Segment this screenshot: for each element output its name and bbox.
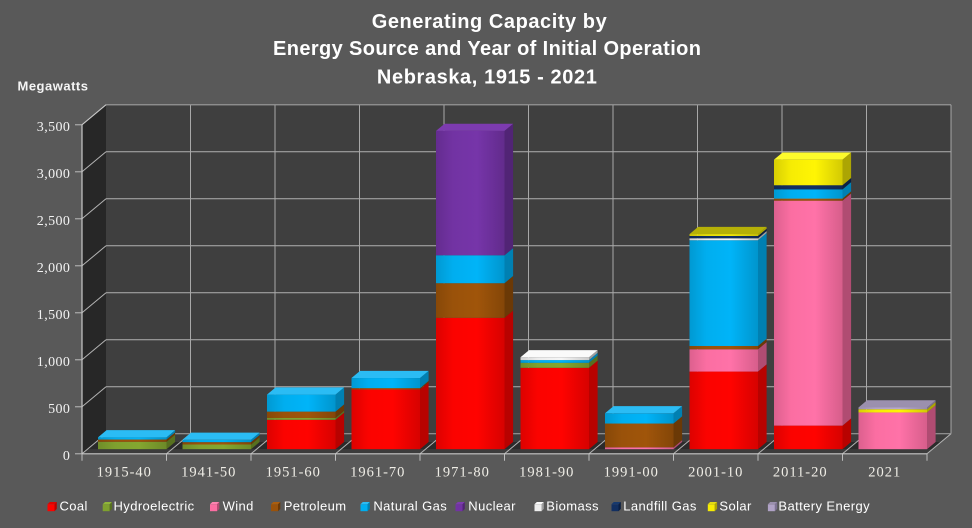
svg-text:Energy Source and Year of Init: Energy Source and Year of Initial Operat… <box>273 38 701 60</box>
svg-text:1991-00: 1991-00 <box>604 465 659 481</box>
svg-text:0: 0 <box>63 449 70 464</box>
svg-text:Petroleum: Petroleum <box>284 498 347 513</box>
svg-text:1951-60: 1951-60 <box>266 465 321 481</box>
svg-text:1961-70: 1961-70 <box>350 465 405 481</box>
svg-text:2021: 2021 <box>868 465 901 481</box>
svg-text:1,000: 1,000 <box>37 355 71 370</box>
svg-text:3,000: 3,000 <box>37 167 71 182</box>
svg-text:500: 500 <box>48 402 70 417</box>
svg-text:Battery Energy: Battery Energy <box>778 498 870 513</box>
svg-text:Landfill Gas: Landfill Gas <box>623 498 697 513</box>
svg-text:1981-90: 1981-90 <box>519 465 574 481</box>
svg-text:Coal: Coal <box>60 498 88 513</box>
svg-text:3,500: 3,500 <box>37 120 71 135</box>
svg-text:1971-80: 1971-80 <box>435 465 490 481</box>
svg-text:Nuclear: Nuclear <box>468 498 516 513</box>
svg-text:Nebraska, 1915 - 2021: Nebraska, 1915 - 2021 <box>377 67 598 89</box>
svg-text:2001-10: 2001-10 <box>688 465 743 481</box>
svg-text:Hydroelectric: Hydroelectric <box>114 498 195 513</box>
svg-text:1941-50: 1941-50 <box>181 465 236 481</box>
svg-text:2011-20: 2011-20 <box>773 465 828 481</box>
svg-text:Megawatts: Megawatts <box>18 79 89 94</box>
svg-text:2,500: 2,500 <box>37 214 71 229</box>
svg-text:1915-40: 1915-40 <box>97 465 152 481</box>
svg-text:1,500: 1,500 <box>37 308 71 323</box>
svg-text:Wind: Wind <box>223 498 254 513</box>
svg-text:2,000: 2,000 <box>37 261 71 276</box>
svg-text:Natural Gas: Natural Gas <box>373 498 447 513</box>
svg-text:Solar: Solar <box>719 498 752 513</box>
svg-text:Biomass: Biomass <box>546 498 599 513</box>
svg-text:Generating Capacity by: Generating Capacity by <box>372 11 608 33</box>
